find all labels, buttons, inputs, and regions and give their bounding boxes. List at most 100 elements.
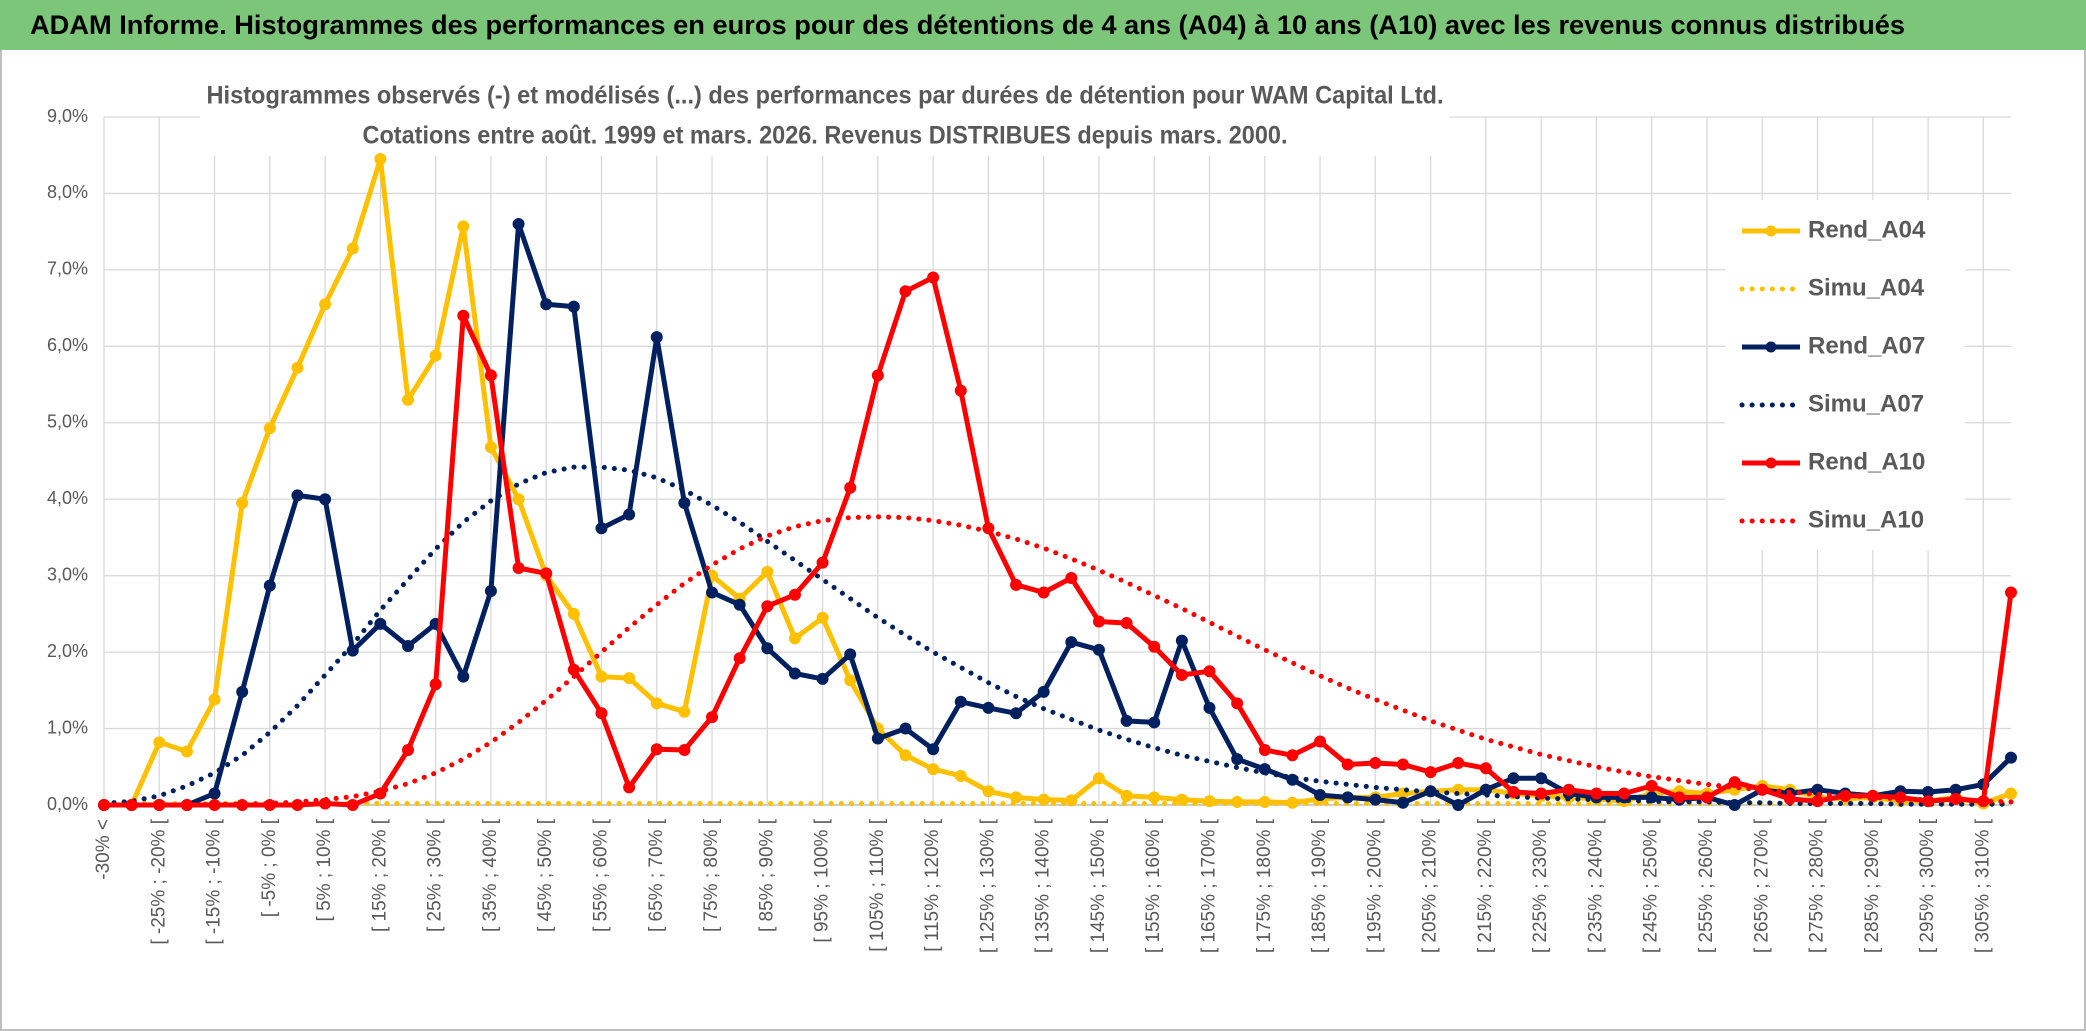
x-tick-label: [ 165% ; 170% [ [1199,818,1220,953]
data-point [1673,791,1686,804]
x-tick-label: [ 235% ; 240% [ [1585,818,1606,953]
data-point [1010,707,1023,720]
data-point [1452,799,1465,811]
data-point [1618,787,1631,800]
data-point [1369,793,1382,806]
x-tick-label: [ -5% ; 0% [ [259,818,280,917]
x-tick-label: [ 35% ; 40% [ [480,818,501,932]
data-point [595,522,608,535]
data-point [402,639,415,652]
data-point [1396,796,1409,809]
x-tick-label: [ 45% ; 50% [ [535,818,556,932]
data-point [291,489,304,502]
x-tick-label: [ 75% ; 80% [ [701,818,722,932]
data-point [623,781,636,794]
data-point [954,384,967,397]
y-tick-label: 0,0% [47,794,88,814]
data-point [1507,786,1520,799]
y-tick-label: 7,0% [47,259,88,279]
data-point [899,749,912,762]
x-tick-label: [ 175% ; 180% [ [1254,818,1275,953]
x-tick-label: [ 285% ; 290% [ [1862,818,1883,953]
x-tick-label: [ 245% ; 250% [ [1641,818,1662,953]
legend-bg [1725,200,1965,550]
data-point [761,642,774,655]
data-point [402,393,415,406]
data-point [1507,772,1520,785]
data-point [982,701,995,714]
x-tick-label: [ 85% ; 90% [ [756,818,777,932]
legend-label: Simu_A07 [1808,390,1924,417]
data-point [1728,776,1741,789]
legend-marker [1765,341,1777,353]
data-point [954,695,967,708]
data-point [927,743,940,756]
x-tick-label: [ -15% ; -10% [ [204,818,225,944]
x-tick-label: [ 135% ; 140% [ [1033,818,1054,953]
data-point [457,670,470,683]
series-line [104,156,2012,808]
data-point [1203,701,1216,714]
data-point [1535,772,1548,785]
header-bar [0,0,2086,50]
data-point [1535,787,1548,800]
x-tick-label: [ 155% ; 160% [ [1143,818,1164,953]
x-tick-label: [ 205% ; 210% [ [1420,818,1441,953]
data-point [844,648,857,661]
data-point [1424,766,1437,779]
data-point [1092,643,1105,656]
data-point [180,745,193,758]
data-point [1065,571,1078,584]
data-point [1231,753,1244,766]
data-point [595,670,608,683]
data-point [208,693,221,706]
data-point [346,799,359,811]
x-tick-label: [ 255% ; 260% [ [1696,818,1717,953]
data-point [788,667,801,680]
x-tick-label: [ 115% ; 120% [ [922,818,943,951]
legend-label: Rend_A07 [1808,332,1925,359]
data-point [706,711,719,724]
data-point [1396,758,1409,771]
data-point [1148,640,1161,653]
data-point [2005,751,2017,764]
data-point [540,298,553,311]
data-point [236,685,249,698]
data-point [291,361,304,374]
data-point [567,663,580,676]
x-tick-label: [ 65% ; 70% [ [646,818,667,932]
data-point [153,736,166,749]
data-point [1479,762,1492,775]
data-point [650,743,663,756]
data-point [1341,791,1354,804]
data-point [733,598,746,611]
data-point [567,607,580,620]
x-tick-label: [ 105% ; 110% [ [867,818,888,951]
data-point [899,285,912,298]
data-point [1314,735,1327,748]
data-point [208,787,221,800]
data-point [844,674,857,687]
data-point [1700,791,1713,804]
data-point [429,678,442,691]
data-point [1258,743,1271,756]
data-point [982,785,995,798]
x-tick-label: [ 5% ; 10% [ [314,818,335,921]
legend-label: Rend_A10 [1808,448,1925,475]
x-tick-label: -30% < [93,819,114,880]
x-tick-label: [ 55% ; 60% [ [590,818,611,932]
series-line [101,514,2014,808]
data-point [429,349,442,362]
legend-marker [1765,225,1777,237]
data-point [567,300,580,313]
data-point [1203,665,1216,678]
x-tick-label: [ 265% ; 270% [ [1751,818,1772,953]
data-point [1175,669,1188,682]
data-point [1065,636,1078,649]
data-point [761,565,774,578]
x-tick-label: [ 225% ; 230% [ [1530,818,1551,953]
data-point [816,672,829,685]
x-tick-label: [ 275% ; 280% [ [1807,818,1828,953]
data-point [512,218,525,231]
data-point [457,220,470,233]
